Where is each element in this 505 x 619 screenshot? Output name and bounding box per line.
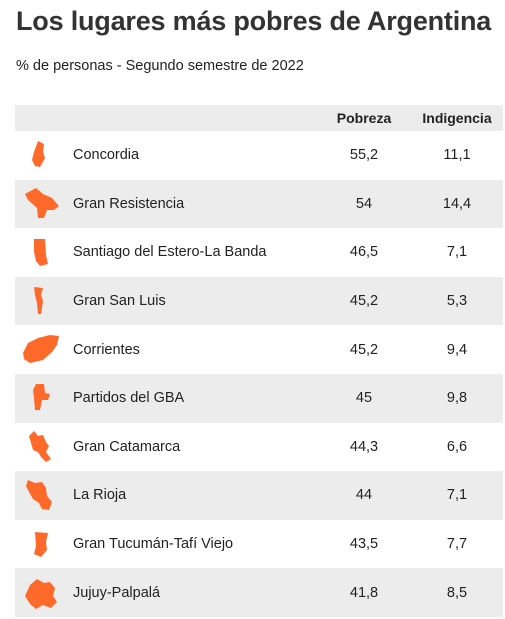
indigencia-value: 9,8 — [446, 390, 468, 407]
indigencia-value: 5,3 — [446, 293, 468, 310]
pobreza-value: 55,2 — [349, 147, 379, 164]
pobreza-value: 43,5 — [349, 536, 379, 553]
table-row: Gran Resistencia 54 14,4 — [15, 179, 503, 229]
table-row: Santiago del Estero-La Banda 46,5 7,1 — [15, 228, 503, 277]
pobreza-value: 45,2 — [349, 341, 379, 358]
indigencia-value: 14,4 — [442, 195, 472, 212]
corrientes-map-icon — [23, 334, 59, 363]
icon-cell — [15, 277, 73, 326]
lugar-label: Jujuy-Palpalá — [73, 584, 161, 601]
icon-cell — [15, 131, 73, 180]
table-row: Partidos del GBA 45 9,8 — [15, 373, 503, 423]
gran-catamarca-map-icon — [29, 430, 51, 462]
indigencia-value: 9,4 — [446, 341, 468, 358]
chart-subtitle: % de personas - Segundo semestre de 2022 — [16, 58, 304, 74]
icon-cell — [15, 568, 73, 617]
pobreza-value: 45 — [355, 390, 373, 407]
lugar-label: Concordia — [73, 147, 140, 164]
la-rioja-map-icon — [26, 480, 52, 511]
lugar-label: Gran San Luis — [73, 293, 166, 310]
jujuy-palpala-map-icon — [25, 578, 57, 609]
pobreza-value: 44 — [355, 487, 373, 504]
indigencia-value: 7,1 — [446, 244, 468, 261]
pobreza-value: 45,2 — [349, 293, 379, 310]
header-pobreza: Pobreza — [336, 110, 392, 126]
gran-tucuman-map-icon — [34, 532, 48, 558]
partidos-del-gba-map-icon — [33, 384, 50, 411]
santiago-del-estero-map-icon — [34, 239, 48, 267]
lugar-label: Gran Tucumán-Tafí Viejo — [73, 536, 234, 553]
table-row: Concordia 55,2 11,1 — [15, 131, 503, 180]
table-header-row: Pobreza Indigencia — [15, 105, 503, 131]
gran-san-luis-map-icon — [34, 287, 43, 315]
icon-cell — [15, 471, 73, 520]
icon-cell — [15, 228, 73, 277]
icon-cell — [15, 325, 73, 374]
table-row: Corrientes 45,2 9,4 — [15, 325, 503, 374]
lugar-label: Santiago del Estero-La Banda — [73, 244, 267, 261]
icon-cell — [15, 374, 73, 423]
pobreza-value: 44,3 — [349, 438, 379, 455]
table-row: Jujuy-Palpalá 41,8 8,5 — [15, 568, 503, 617]
table-row: Gran San Luis 45,2 5,3 — [15, 276, 503, 326]
table-body: Concordia 55,2 11,1 Gran Resistencia 54 14,4 S… — [15, 131, 503, 617]
indigencia-value: 6,6 — [446, 438, 468, 455]
table-row: Gran Tucumán-Tafí Viejo 43,5 7,7 — [15, 520, 503, 569]
indigencia-value: 11,1 — [443, 147, 471, 164]
indigencia-value: 7,7 — [446, 536, 468, 553]
indigencia-value: 8,5 — [446, 584, 468, 601]
lugar-label: Gran Resistencia — [73, 195, 185, 212]
icon-cell — [15, 520, 73, 569]
indigencia-value: 7,1 — [446, 487, 468, 504]
lugar-label: Corrientes — [73, 341, 140, 358]
poverty-table: Pobreza Indigencia Concordia 55,2 11,1 Gran… — [15, 105, 503, 617]
table-row: Gran Catamarca 44,3 6,6 — [15, 423, 503, 472]
gran-resistencia-map-icon — [25, 187, 59, 218]
pobreza-value: 41,8 — [349, 584, 379, 601]
table-row: La Rioja 44 7,1 — [15, 471, 503, 520]
lugar-label: La Rioja — [73, 487, 127, 504]
pobreza-value: 46,5 — [349, 244, 379, 261]
lugar-label: Gran Catamarca — [73, 438, 181, 455]
concordia-map-icon — [32, 141, 45, 168]
header-lugar — [73, 105, 317, 131]
lugar-label: Partidos del GBA — [73, 390, 185, 407]
icon-cell — [15, 180, 73, 229]
header-indigencia: Indigencia — [422, 110, 492, 126]
header-icon — [15, 105, 73, 131]
pobreza-value: 54 — [355, 195, 373, 212]
chart-title: Los lugares más pobres de Argentina — [16, 6, 492, 36]
icon-cell — [15, 423, 73, 472]
